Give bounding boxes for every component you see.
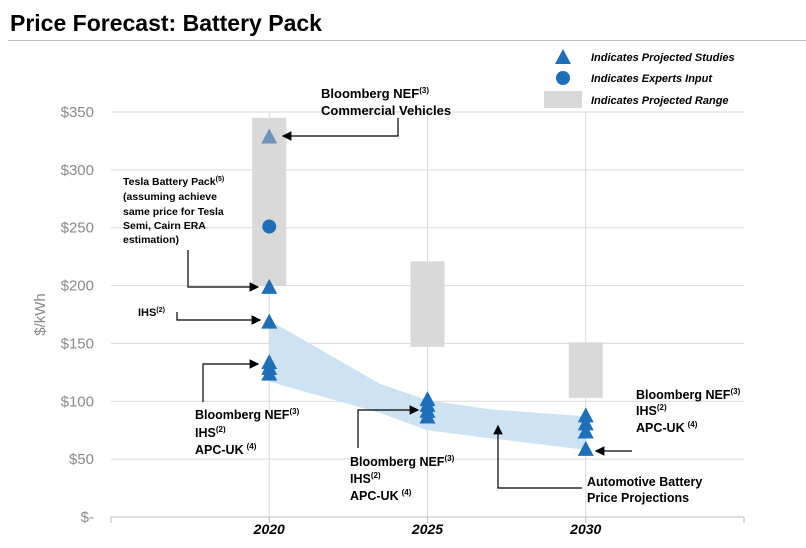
y-tick-label: $350	[61, 104, 94, 121]
projected-study-marker	[577, 440, 594, 456]
projected-study-marker	[261, 278, 278, 294]
projected-study-marker	[261, 313, 278, 329]
y-tick-label: $150	[61, 335, 94, 352]
expert-input-marker	[262, 219, 277, 234]
x-tick-label: 2025	[411, 521, 443, 537]
y-tick-label: $50	[69, 451, 94, 468]
title-divider	[8, 40, 806, 41]
annotation-group2030: Bloomberg NEF(3) IHS(2) APC-UK (4)	[636, 383, 744, 435]
gridlines	[111, 111, 744, 517]
y-tick-label: $100	[61, 393, 94, 410]
annotation-group2025: Bloomberg NEF(3) IHS(2) APC-UK (4)	[350, 450, 458, 503]
legend-experts-label: Indicates Experts Input	[591, 73, 713, 85]
arrow-group2025	[357, 405, 420, 448]
projected-study-marker	[577, 423, 594, 439]
legend-range-label: Indicates Projected Range	[591, 95, 729, 107]
y-tick-label: $-	[81, 509, 94, 526]
projected-range-bar	[252, 117, 287, 286]
annotation-arrows	[176, 118, 632, 489]
y-axis-label: $/kWh	[32, 293, 49, 336]
x-tick-label: 2020	[253, 521, 285, 537]
annotation-ihs: IHS(2)	[138, 307, 165, 319]
annotation-bnef-cv: Bloomberg NEF(3) Commercial Vehicles	[321, 81, 451, 118]
annotation-auto-projections: Automotive Battery Price Projections	[587, 475, 706, 505]
projected-study-marker	[261, 365, 278, 381]
arrow-bnef-cv	[281, 118, 399, 141]
page-title: Price Forecast: Battery Pack	[10, 10, 322, 36]
x-tick-label: 2030	[569, 521, 601, 537]
annotation-tesla: Tesla Battery Pack(5) (assuming achieve …	[123, 172, 227, 246]
axes: $- $50 $100 $150 $200 $250 $300 $350 2020 2025 203…	[32, 104, 745, 537]
projected-study-marker	[261, 128, 278, 144]
legend-triangle-icon	[555, 49, 571, 64]
projected-study-marker	[577, 407, 594, 423]
arrow-tesla	[187, 250, 260, 292]
legend: Indicates Projected Studies Indicates Ex…	[544, 49, 735, 108]
arrow-group2020	[202, 359, 260, 402]
projected-ranges	[252, 117, 603, 398]
annotation-group2020: Bloomberg NEF(3) IHS(2) APC-UK (4)	[195, 403, 303, 457]
projected-range-bar	[410, 261, 445, 347]
data-markers	[261, 128, 594, 456]
y-tick-label: $250	[61, 220, 94, 237]
legend-circle-icon	[556, 71, 570, 85]
price-projection-band	[269, 320, 586, 450]
legend-range-swatch	[544, 91, 582, 108]
y-tick-label: $200	[61, 278, 94, 295]
y-tick-label: $300	[61, 162, 94, 179]
projected-range-bar	[568, 342, 603, 398]
projected-study-marker	[577, 415, 594, 431]
projected-study-marker	[419, 408, 436, 424]
legend-studies-label: Indicates Projected Studies	[591, 52, 735, 64]
arrow-auto	[493, 424, 582, 489]
arrow-ihs	[176, 312, 262, 325]
